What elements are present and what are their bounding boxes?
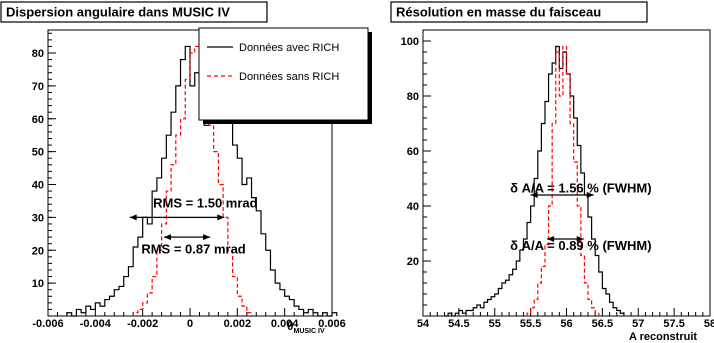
y-tick-label: 40: [407, 201, 419, 213]
annotation-label: δ A/A = 0.89 % (FWHM): [510, 238, 651, 253]
x-tick-label: -0.006: [32, 318, 63, 330]
arrow-head-right: [576, 236, 584, 242]
x-tick-label: 0.004: [271, 318, 299, 330]
x-tick-label: 0.002: [224, 318, 252, 330]
x-tick-label: 57: [632, 318, 644, 330]
chart-right-axes: 54 54.5 55 55.5 56 56.5 57 57.5 58 20 40 60 80 100: [401, 29, 714, 330]
annotation-label: RMS = 0.87 mrad: [141, 242, 245, 257]
x-tick-label: 54.5: [448, 318, 469, 330]
chart-left-annotations: RMS = 1.50 mrad RMS = 0.87 mrad: [129, 196, 258, 257]
histogram-series-1: [444, 45, 625, 317]
y-tick-label: 100: [401, 36, 419, 48]
chart-left-xlabel: θMUSIC IV: [287, 319, 325, 335]
legend-label-sans-rich: Données sans RICH: [239, 71, 339, 83]
x-tick-label: 0: [187, 318, 193, 330]
y-tick-label: 20: [407, 256, 419, 268]
arrow-head-right: [217, 214, 225, 221]
chart-left-xlabel-symbol: θ: [287, 319, 294, 333]
annotation-label: δ A/A = 1.56 % (FWHM): [510, 180, 651, 195]
x-tick-label: 57.5: [663, 318, 684, 330]
y-tick-label: 30: [32, 212, 44, 224]
chart-left-title: Dispersion angulaire dans MUSIC IV: [6, 5, 230, 20]
histogram-series-2: [526, 45, 600, 316]
y-tick-label: 80: [32, 48, 44, 60]
x-tick-label: 56.5: [592, 318, 613, 330]
chart-right-title-box: [390, 1, 648, 23]
y-tick-label: 70: [32, 81, 44, 93]
x-tick-label: 56: [560, 318, 572, 330]
y-tick-label: 20: [32, 245, 44, 257]
chart-right-annotations: δ A/A = 1.56 % (FWHM) δ A/A = 0.89 % (FWH…: [510, 180, 651, 253]
y-tick-label: 60: [407, 146, 419, 158]
arrow-head-right: [586, 192, 594, 198]
chart-right-title: Résolution en masse du faisceau: [396, 5, 601, 20]
chart-left: Dispersion angulaire dans MUSIC IV -0.00…: [0, 1, 372, 335]
arrow-head-left: [163, 234, 171, 241]
chart-left-title-box: [0, 1, 268, 23]
y-tick-label: 60: [32, 114, 44, 126]
x-tick-label: 55.5: [520, 318, 541, 330]
x-tick-label: -0.004: [80, 318, 112, 330]
x-tick-label: -0.002: [127, 318, 158, 330]
histogram-series-2: [132, 45, 253, 316]
y-tick-label: 50: [32, 147, 44, 159]
y-tick-label: 40: [32, 180, 44, 192]
annotation-label: RMS = 1.50 mrad: [153, 196, 257, 211]
chart-right: Résolution en masse du faisceau 54 54.5 55…: [390, 1, 714, 343]
y-tick-label: 80: [407, 91, 419, 103]
x-tick-label: 54: [417, 318, 430, 330]
arrow-head-right: [203, 234, 211, 241]
chart-right-xlabel: A reconstruit: [629, 331, 697, 343]
legend-label-avec-rich: Données avec RICH: [239, 42, 339, 54]
chart-right-series: [444, 45, 625, 317]
legend-box: [198, 27, 369, 121]
chart-left-xlabel-sub: MUSIC IV: [294, 328, 325, 335]
x-tick-label: 58: [704, 318, 714, 330]
x-tick-label: 0.006: [318, 318, 346, 330]
arrow-head-left: [547, 236, 555, 242]
x-tick-label: 55: [489, 318, 501, 330]
arrow-head-left: [530, 192, 538, 198]
y-tick-label: 10: [32, 278, 44, 290]
chart-left-legend: Données avec RICH Données sans RICH: [198, 27, 372, 124]
chart-left-axes: -0.006 -0.004 -0.002 0 0.002 0.004 0.006 10 20 30…: [32, 32, 346, 330]
arrow-head-left: [129, 214, 137, 221]
